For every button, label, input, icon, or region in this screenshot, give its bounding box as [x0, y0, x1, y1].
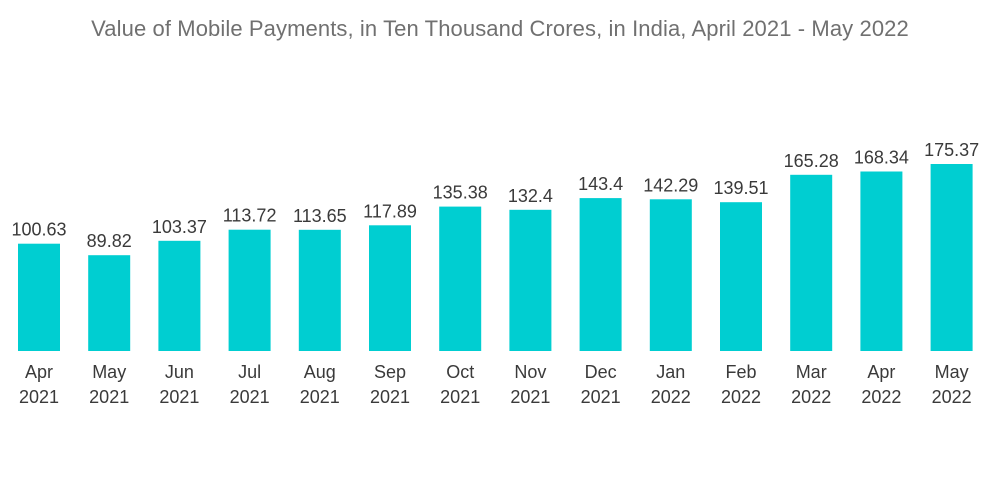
data-label: 168.34	[854, 148, 909, 168]
x-tick-year: 2021	[159, 387, 199, 407]
data-label: 135.38	[433, 183, 488, 203]
data-label: 139.51	[713, 178, 768, 198]
x-tick-month: Nov	[514, 362, 546, 382]
data-label: 175.37	[924, 140, 979, 160]
x-tick-year: 2021	[370, 387, 410, 407]
bar-jul-2021	[228, 229, 271, 351]
x-tick-month: Dec	[585, 362, 617, 382]
x-tick-year: 2021	[89, 387, 129, 407]
x-tick-month: May	[935, 362, 969, 382]
bar-jan-2022	[649, 199, 692, 351]
data-label: 142.29	[643, 175, 698, 195]
bar-may-2021	[88, 255, 131, 351]
data-label: 117.89	[363, 201, 417, 221]
x-tick-month: Sep	[374, 362, 406, 382]
data-label: 103.37	[152, 217, 207, 237]
data-label: 113.65	[293, 206, 347, 226]
bar-apr-2022	[860, 171, 903, 351]
x-tick-month: Oct	[446, 362, 474, 382]
x-tick-month: Jun	[165, 362, 194, 382]
x-tick-year: 2021	[581, 387, 621, 407]
x-tick-month: Mar	[796, 362, 827, 382]
bar-nov-2021	[509, 209, 552, 351]
data-label: 132.4	[508, 186, 553, 206]
data-label: 113.72	[223, 206, 277, 226]
x-tick-year: 2021	[440, 387, 480, 407]
bar-apr-2021	[18, 243, 60, 351]
x-tick-year: 2022	[651, 387, 691, 407]
bar-jun-2021	[158, 240, 201, 351]
bar-may-2022	[930, 164, 973, 351]
x-tick-month: Jul	[238, 362, 261, 382]
data-label: 89.82	[87, 231, 132, 251]
bar-sep-2021	[369, 225, 411, 351]
x-tick-year: 2022	[861, 387, 901, 407]
x-tick-year: 2021	[230, 387, 270, 407]
x-tick-year: 2021	[300, 387, 340, 407]
data-label: 165.28	[784, 151, 839, 171]
bar-mar-2022	[790, 174, 833, 351]
x-tick-month: Aug	[304, 362, 336, 382]
x-tick-month: Apr	[25, 362, 53, 382]
x-tick-year: 2021	[19, 387, 59, 407]
chart-title: Value of Mobile Payments, in Ten Thousan…	[91, 16, 909, 41]
x-tick-month: Jan	[656, 362, 685, 382]
x-tick-month: Feb	[725, 362, 756, 382]
bar-dec-2021	[579, 198, 622, 351]
x-tick-month: Apr	[867, 362, 895, 382]
x-tick-year: 2022	[932, 387, 972, 407]
data-label: 143.4	[578, 174, 623, 194]
x-tick-year: 2021	[510, 387, 550, 407]
bar-oct-2021	[439, 206, 482, 351]
x-tick-year: 2022	[721, 387, 761, 407]
x-tick-month: May	[92, 362, 126, 382]
bar-feb-2022	[720, 202, 762, 351]
x-tick-year: 2022	[791, 387, 831, 407]
data-label: 100.63	[11, 220, 66, 240]
bar-aug-2021	[298, 229, 341, 351]
